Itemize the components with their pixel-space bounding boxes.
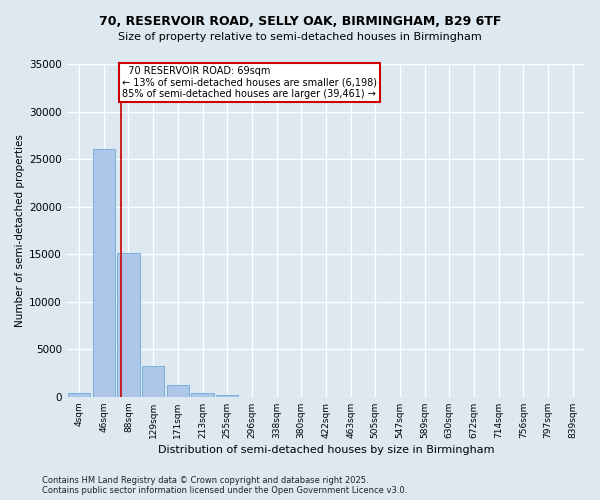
Text: Contains HM Land Registry data © Crown copyright and database right 2025.
Contai: Contains HM Land Registry data © Crown c… — [42, 476, 407, 495]
Y-axis label: Number of semi-detached properties: Number of semi-detached properties — [15, 134, 25, 327]
Bar — [216, 395, 238, 397]
X-axis label: Distribution of semi-detached houses by size in Birmingham: Distribution of semi-detached houses by … — [158, 445, 494, 455]
Bar — [68, 393, 90, 397]
Bar — [167, 386, 189, 397]
Text: 70, RESERVOIR ROAD, SELLY OAK, BIRMINGHAM, B29 6TF: 70, RESERVOIR ROAD, SELLY OAK, BIRMINGHA… — [99, 15, 501, 28]
Bar — [118, 253, 140, 397]
Text: Size of property relative to semi-detached houses in Birmingham: Size of property relative to semi-detach… — [118, 32, 482, 42]
Text: 70 RESERVOIR ROAD: 69sqm
← 13% of semi-detached houses are smaller (6,198)
85% o: 70 RESERVOIR ROAD: 69sqm ← 13% of semi-d… — [122, 66, 377, 99]
Bar — [191, 392, 214, 397]
Bar — [142, 366, 164, 397]
Bar — [92, 148, 115, 397]
